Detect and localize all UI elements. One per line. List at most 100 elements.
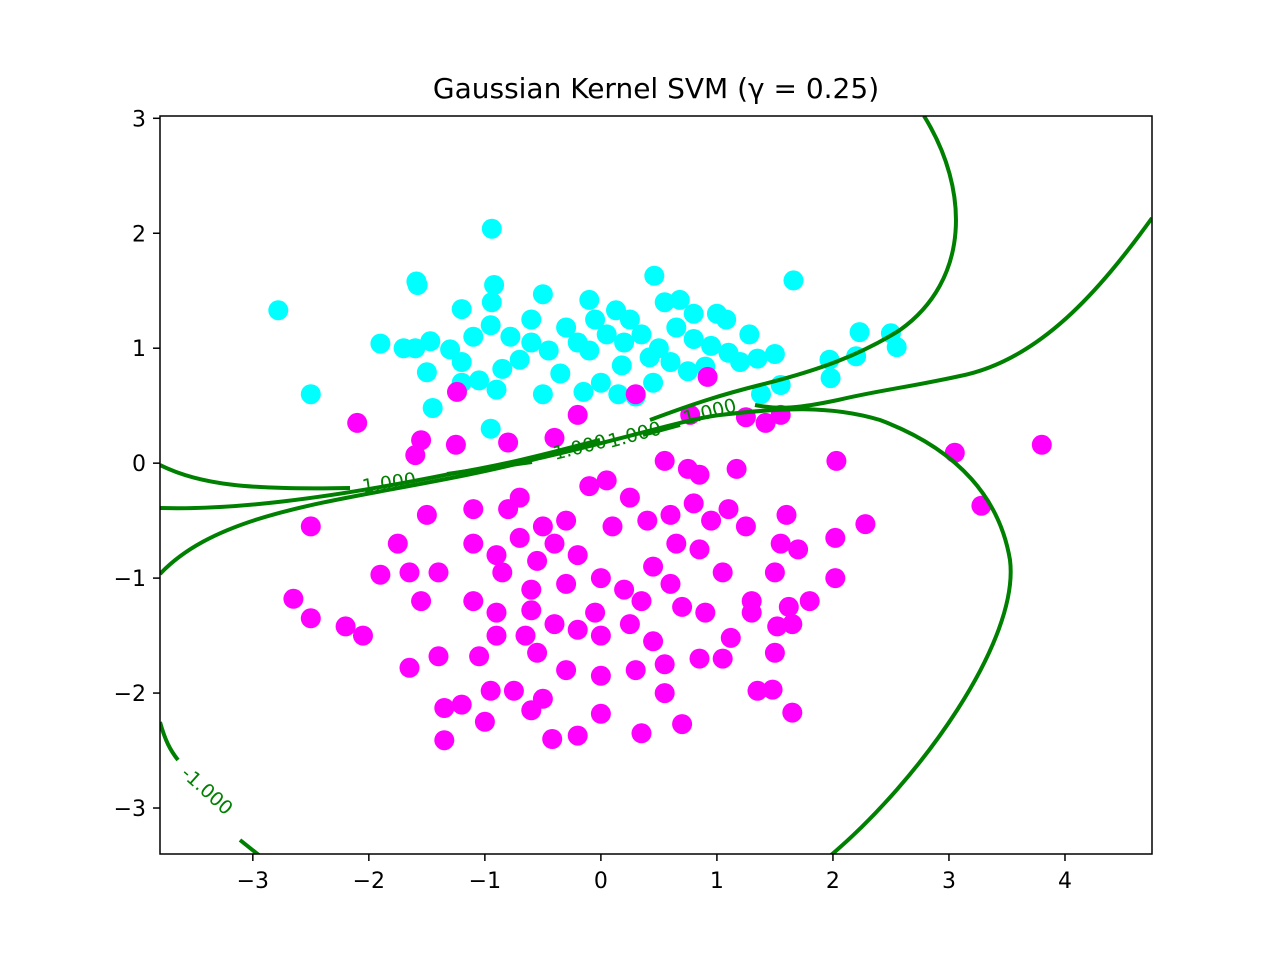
point-s0-53 [492, 358, 513, 379]
point-s1-118 [585, 602, 606, 623]
point-s1-99 [480, 680, 501, 701]
contour-labels: 1.000 1.000 1.000 1.000 -1.000 [177, 394, 739, 819]
point-s1-109 [747, 680, 768, 701]
point-s1-34 [701, 510, 722, 531]
point-s0-62 [660, 352, 681, 372]
point-s1-97 [451, 694, 472, 715]
point-s0-41 [751, 384, 771, 405]
point-s0-39 [764, 344, 785, 364]
point-s1-77 [695, 602, 716, 623]
point-s0-73 [521, 309, 542, 330]
point-s0-17 [370, 333, 391, 354]
point-s1-16 [689, 464, 710, 485]
point-s1-8 [625, 384, 646, 405]
point-s0-8 [481, 292, 502, 313]
point-s0-15 [716, 309, 737, 330]
point-s1-9 [697, 366, 718, 387]
point-s1-72 [567, 619, 588, 640]
point-s1-17 [726, 458, 747, 479]
point-s0-44 [849, 322, 870, 343]
point-s1-80 [767, 616, 788, 637]
point-s0-24 [500, 326, 521, 347]
point-s1-70 [521, 600, 542, 621]
point-s1-107 [654, 683, 675, 704]
point-s0-74 [683, 303, 704, 324]
point-s1-28 [579, 476, 600, 497]
point-s0-50 [422, 398, 443, 418]
point-s0-3 [484, 275, 505, 295]
point-s0-26 [556, 317, 577, 338]
point-s1-113 [492, 562, 513, 583]
point-s1-114 [556, 573, 577, 594]
point-s1-5 [498, 432, 519, 453]
point-s1-111 [782, 702, 803, 723]
point-s1-58 [764, 562, 785, 583]
point-s0-38 [747, 348, 768, 369]
point-s1-108 [672, 714, 693, 735]
point-s1-6 [544, 427, 565, 448]
point-s1-33 [683, 493, 704, 514]
point-s0-25 [521, 332, 542, 353]
point-s1-12 [755, 412, 776, 433]
point-s1-68 [463, 591, 484, 612]
point-s1-64 [300, 608, 321, 629]
point-s1-93 [689, 648, 710, 669]
point-s1-3 [405, 445, 426, 466]
x-tick-label-3: 0 [594, 869, 608, 894]
point-s0-31 [631, 324, 652, 345]
point-s1-63 [283, 588, 304, 609]
y-tick-label-4: 1 [132, 337, 146, 362]
point-s0-58 [590, 372, 611, 393]
point-s1-54 [666, 533, 687, 554]
contour-label-4: 1.000 [606, 417, 664, 452]
x-tick-label-2: −1 [469, 869, 501, 894]
point-s0-0 [481, 218, 502, 239]
point-s1-27 [556, 510, 577, 531]
point-s1-102 [532, 688, 553, 709]
point-s1-1 [347, 412, 368, 433]
point-s1-82 [782, 614, 803, 635]
y-tick-label-2: −1 [114, 567, 146, 592]
point-s1-36 [735, 516, 756, 537]
point-s0-9 [532, 284, 553, 305]
point-s1-45 [463, 533, 484, 554]
point-s1-92 [654, 654, 675, 675]
contour-left-upper [160, 463, 351, 491]
point-s1-53 [643, 556, 664, 577]
point-s0-71 [585, 309, 606, 330]
point-s1-110 [762, 679, 783, 700]
point-s1-14 [654, 450, 675, 471]
contour-label-3: 1.000 [681, 394, 739, 429]
point-s1-48 [527, 550, 548, 571]
point-s0-7 [451, 299, 472, 320]
x-tick-label-0: −3 [237, 869, 269, 894]
point-s0-61 [643, 372, 664, 393]
point-s1-84 [428, 646, 449, 667]
point-s1-116 [521, 579, 542, 600]
point-s1-50 [567, 545, 588, 566]
y-tick-label-5: 2 [132, 222, 146, 247]
point-s0-69 [639, 347, 660, 368]
point-s0-48 [300, 384, 321, 405]
point-s1-66 [353, 625, 373, 646]
y-tick-label-6: 3 [132, 107, 146, 132]
point-s1-46 [486, 545, 507, 566]
point-s0-67 [486, 379, 507, 400]
point-s1-30 [619, 487, 640, 508]
point-s1-71 [544, 614, 565, 635]
point-s0-63 [677, 361, 698, 382]
point-s1-96 [434, 698, 455, 718]
point-s0-6 [268, 300, 289, 321]
point-s0-57 [573, 381, 594, 402]
plot-area: 1.000 1.000 1.000 1.000 -1.000 [160, 116, 1152, 854]
point-s1-76 [672, 596, 693, 617]
point-s1-37 [776, 504, 797, 525]
point-s0-51 [451, 352, 472, 372]
point-s0-52 [469, 370, 490, 391]
point-s1-19 [944, 442, 965, 463]
point-s1-35 [718, 499, 739, 520]
point-s1-85 [469, 646, 490, 667]
point-s1-31 [637, 510, 658, 531]
y-tick-label-3: 0 [132, 452, 146, 477]
point-s1-21 [300, 516, 321, 537]
